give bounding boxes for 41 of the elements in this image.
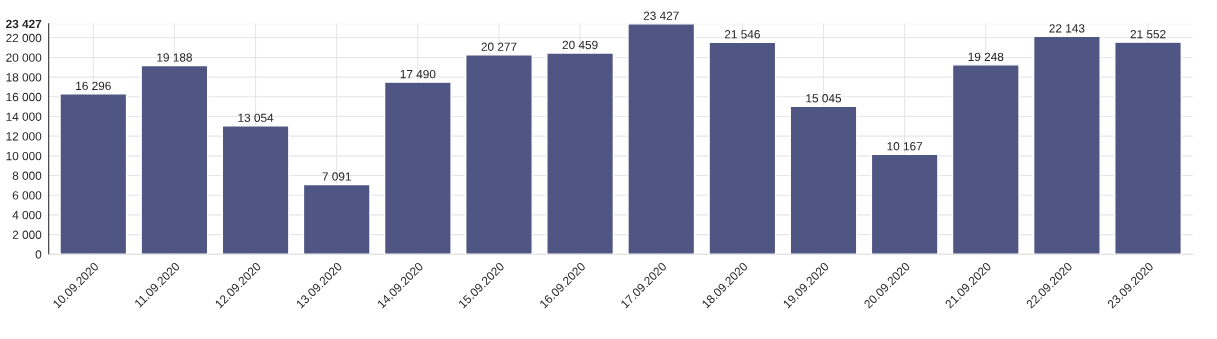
bar	[465, 54, 533, 255]
bar	[383, 81, 452, 255]
y-tick-label: 10 000	[6, 151, 42, 161]
y-tick-label: 2 000	[12, 230, 42, 239]
data-label: 19 248	[968, 52, 1004, 62]
bar	[302, 183, 371, 255]
y-tick-label: 12 000	[6, 132, 42, 141]
data-label: 22 143	[1049, 24, 1085, 33]
y-tick-label: 22 000	[6, 33, 42, 43]
y-tick-label: 18 000	[6, 73, 42, 82]
data-label: 20 459	[562, 40, 598, 50]
data-label: 20 277	[481, 42, 517, 51]
data-label: 10 167	[887, 142, 923, 151]
bar	[221, 125, 290, 255]
bar	[708, 41, 777, 255]
bar	[140, 64, 209, 255]
y-tick-label: 14 000	[6, 112, 42, 121]
y-tick-label: 8 000	[12, 171, 42, 180]
bar	[1032, 35, 1101, 255]
data-label: 15 045	[806, 94, 842, 103]
y-tick-label: 4 000	[12, 210, 42, 220]
y-tick-label: 0	[35, 250, 42, 259]
y-tick-label: 20 000	[6, 53, 42, 62]
data-label: 19 188	[157, 53, 192, 62]
bar	[951, 64, 1020, 255]
bar	[627, 23, 696, 255]
y-tick-label: 16 000	[6, 92, 42, 102]
data-label: 13 054	[238, 113, 274, 122]
data-label: 21 546	[724, 30, 760, 39]
y-tick-label: 23 427	[6, 19, 42, 29]
bar	[59, 93, 128, 255]
data-label: 16 296	[76, 81, 111, 91]
bar	[870, 153, 939, 255]
bar	[789, 105, 858, 255]
data-label: 23 427	[643, 11, 679, 20]
data-label: 17 490	[400, 69, 436, 79]
data-label: 21 552	[1130, 30, 1166, 39]
y-tick-label: 6 000	[12, 191, 42, 200]
bar	[546, 52, 615, 255]
data-label: 7 091	[322, 172, 351, 181]
bar	[1114, 41, 1182, 255]
